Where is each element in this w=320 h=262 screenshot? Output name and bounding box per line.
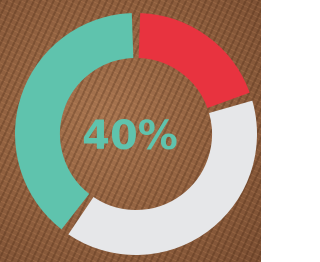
donut-segment: [139, 36, 228, 101]
chart: 40%: [0, 0, 261, 262]
screen: 40%: [0, 0, 261, 262]
center-label: 40%: [82, 113, 178, 159]
